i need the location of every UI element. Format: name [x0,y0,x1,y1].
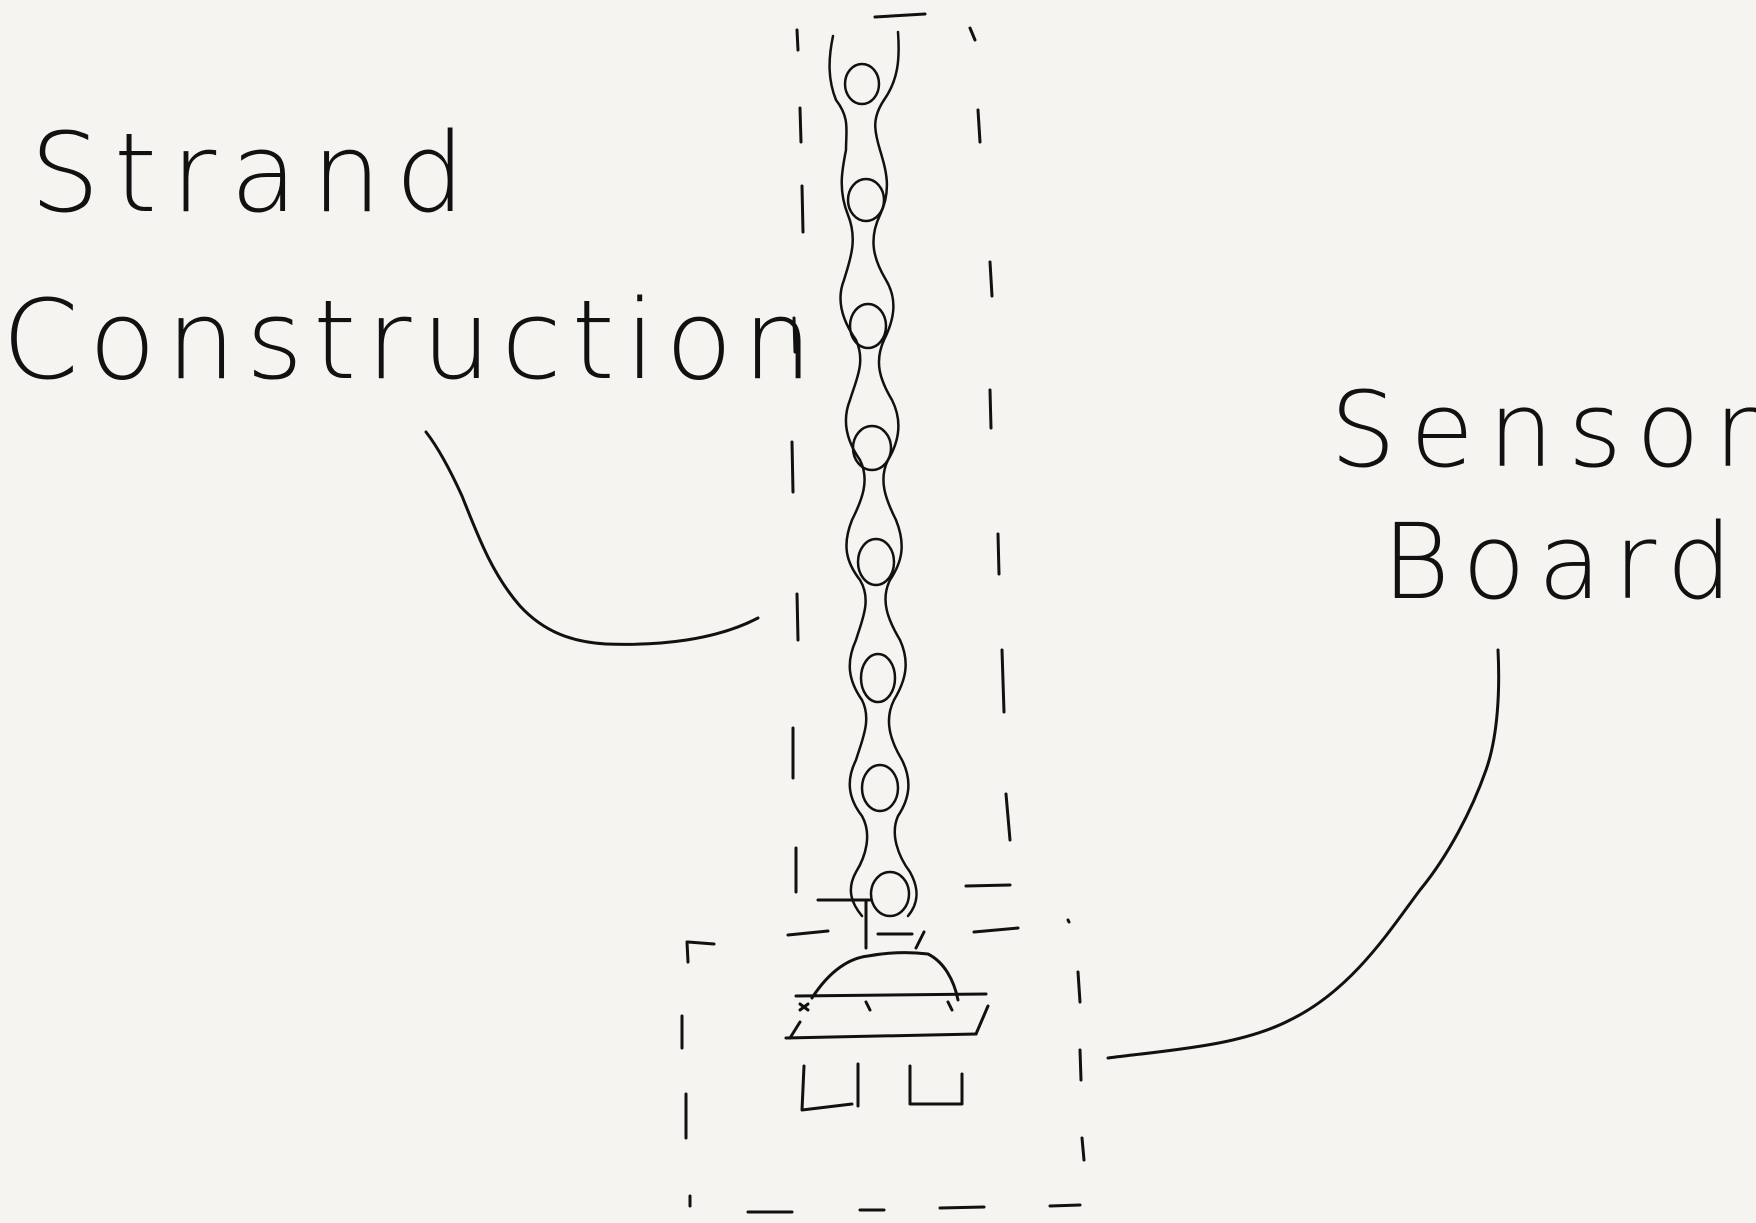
sensor-leader-line [1106,648,1501,1060]
strand-label: Strand [30,109,480,237]
strand-dashed-boundary [790,12,1012,894]
sensor-dome [810,951,960,1002]
construction-label: Construction [2,276,823,404]
sensor-board-bottom [784,1032,978,1040]
sensor-leg-right [908,1064,964,1106]
strand-leader-line [424,430,760,646]
strand-chain [828,30,918,918]
sensor-label: Sensor [1330,369,1756,491]
sensor-top-plate [794,992,988,998]
board-label: Board [1382,501,1745,623]
sensor-board [784,951,990,1112]
sensor-board-dashed-boundary [680,918,1086,1214]
strand-base-connector [786,883,1020,950]
sensor-leg-left [800,1064,854,1112]
